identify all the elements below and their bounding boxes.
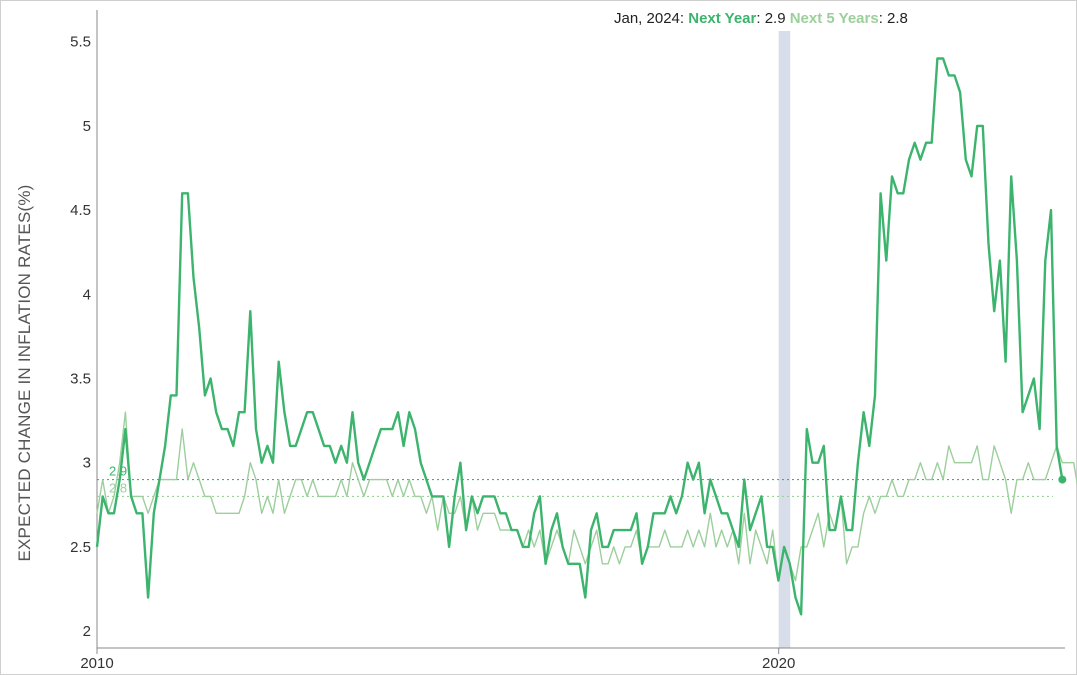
y-tick-label: 5.5	[70, 34, 91, 51]
y-tick-label: 5	[83, 118, 91, 135]
y-tick-label: 2	[83, 623, 91, 640]
y-tick-label: 2.5	[70, 539, 91, 556]
readout-series2-value: 2.8	[887, 10, 908, 27]
readout-series1-value: 2.9	[764, 10, 786, 27]
y-tick-label: 4.5	[70, 202, 91, 219]
readout-date: Jan, 2024	[614, 10, 680, 27]
x-tick-label: 2010	[80, 655, 113, 672]
y-axis-label: EXPECTED CHANGE IN INFLATION RATES(%)	[15, 184, 34, 561]
series-line-next-5-years	[96, 411, 1077, 582]
x-tick-label: 2020	[762, 655, 795, 672]
hover-readout: Jan, 2024: Next Year: 2.9 Next 5 Years: …	[614, 10, 908, 27]
hover-point-next-year	[1058, 475, 1067, 484]
readout-series1-label: Next Year	[688, 10, 757, 27]
readout-series2-label: Next 5 Years	[789, 10, 879, 27]
y-tick-label: 3	[83, 455, 91, 472]
series-line-next-year	[95, 57, 1064, 616]
recession-band	[778, 31, 791, 648]
y-tick-label: 3.5	[70, 371, 91, 388]
y-tick-label: 4	[83, 286, 91, 303]
